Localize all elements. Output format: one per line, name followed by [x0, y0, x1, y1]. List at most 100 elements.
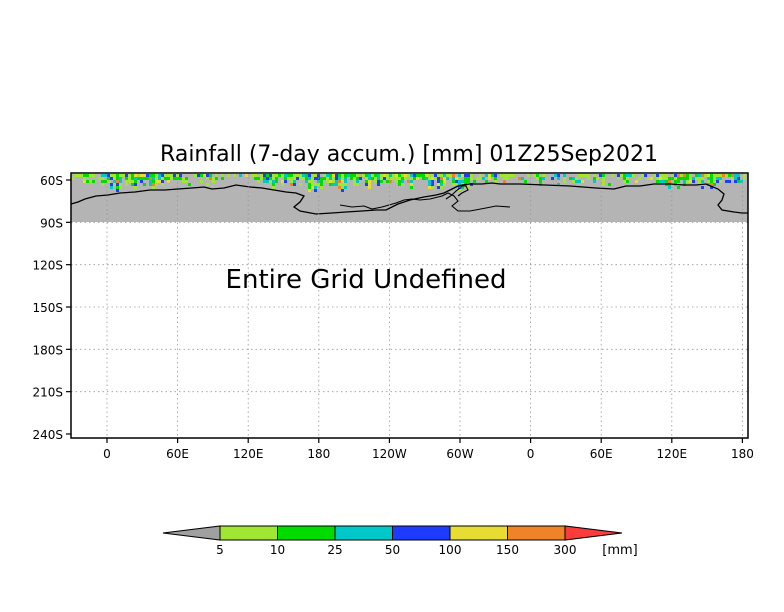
rain-cell — [623, 174, 626, 177]
rain-cell — [341, 189, 344, 192]
rain-cell — [149, 183, 152, 186]
rain-cell — [458, 174, 461, 177]
rain-cell — [413, 174, 416, 177]
rain-cell — [521, 177, 524, 180]
rain-cell — [338, 177, 341, 180]
rain-cell — [680, 177, 683, 180]
rain-cell — [155, 183, 158, 186]
y-tick-label: 240S — [32, 428, 63, 442]
rain-cell — [644, 174, 647, 177]
rain-cell — [164, 177, 167, 180]
rain-cell — [293, 174, 296, 177]
rain-cell — [389, 180, 392, 183]
rain-cell — [398, 177, 401, 180]
rain-cell — [257, 177, 260, 180]
rain-cell — [308, 189, 311, 192]
rain-cell — [119, 183, 122, 186]
rain-cell — [143, 177, 146, 180]
rain-cell — [254, 177, 257, 180]
rain-cell — [353, 180, 356, 183]
rain-cell — [716, 180, 719, 183]
rain-cell — [158, 174, 161, 177]
rain-cell — [428, 186, 431, 189]
rain-cell — [341, 177, 344, 180]
rain-cell — [608, 183, 611, 186]
rain-cell — [110, 177, 113, 180]
rain-cell — [728, 174, 731, 177]
rain-cell — [557, 183, 560, 186]
rain-cell — [134, 180, 137, 183]
rain-cell — [374, 174, 377, 177]
rain-cell — [164, 174, 167, 177]
rain-cell — [275, 180, 278, 183]
x-tick-label: 180 — [307, 447, 330, 461]
rain-cell — [113, 174, 116, 177]
rain-cell — [272, 180, 275, 183]
rain-cell — [209, 174, 212, 177]
rain-cell — [551, 177, 554, 180]
rain-cell — [587, 177, 590, 180]
rain-cell — [263, 177, 266, 180]
rain-cell — [374, 177, 377, 180]
rain-cell — [377, 183, 380, 186]
rain-cell — [437, 183, 440, 186]
rain-cell — [458, 183, 461, 186]
rain-cell — [716, 174, 719, 177]
rain-cell — [662, 174, 665, 177]
colorbar-box — [392, 525, 451, 541]
rain-cell — [368, 180, 371, 183]
rain-cell — [107, 174, 110, 177]
rain-cell — [674, 174, 677, 177]
rain-cell — [686, 180, 689, 183]
rain-cell — [377, 180, 380, 183]
rain-cell — [719, 180, 722, 183]
grid-lines — [71, 173, 748, 438]
rain-cell — [368, 177, 371, 180]
rain-cell — [341, 180, 344, 183]
peninsula-outline — [445, 185, 469, 200]
rain-cell — [617, 177, 620, 180]
rain-cell — [413, 177, 416, 180]
rain-cell — [299, 183, 302, 186]
rain-cell — [116, 174, 119, 177]
rain-cell — [338, 183, 341, 186]
rain-cell — [599, 174, 602, 177]
rain-cell — [155, 177, 158, 180]
rain-cell — [719, 177, 722, 180]
rain-cell — [206, 174, 209, 177]
rain-cell — [329, 177, 332, 180]
rain-cell — [695, 174, 698, 177]
rain-cell — [653, 174, 656, 177]
rain-cell — [737, 177, 740, 180]
rain-cell — [527, 174, 530, 177]
rain-cell — [494, 180, 497, 183]
rain-cell — [131, 177, 134, 180]
rain-cell — [743, 177, 746, 180]
rain-cell — [308, 174, 311, 177]
rain-cell — [317, 180, 320, 183]
rain-cell — [575, 180, 578, 183]
rain-cell — [593, 174, 596, 177]
rain-cell — [623, 177, 626, 180]
rain-cell — [155, 174, 158, 177]
antarctic-rainfall-band — [70, 174, 748, 222]
rain-cell — [617, 174, 620, 177]
rain-cell — [536, 177, 539, 180]
rain-cell — [380, 174, 383, 177]
rain-cell — [464, 177, 467, 180]
rain-cell — [443, 180, 446, 183]
rain-cell — [602, 177, 605, 180]
rain-cell — [338, 186, 341, 189]
rain-cell — [182, 177, 185, 180]
rain-cell — [593, 177, 596, 180]
rain-cell — [209, 177, 212, 180]
rain-cell — [296, 174, 299, 177]
rain-cell — [692, 180, 695, 183]
rain-cell — [113, 180, 116, 183]
rain-cell — [155, 180, 158, 183]
rain-cell — [557, 174, 560, 177]
rain-cell — [467, 186, 470, 189]
rain-cell — [452, 183, 455, 186]
rain-cell — [683, 180, 686, 183]
rain-cell — [683, 174, 686, 177]
